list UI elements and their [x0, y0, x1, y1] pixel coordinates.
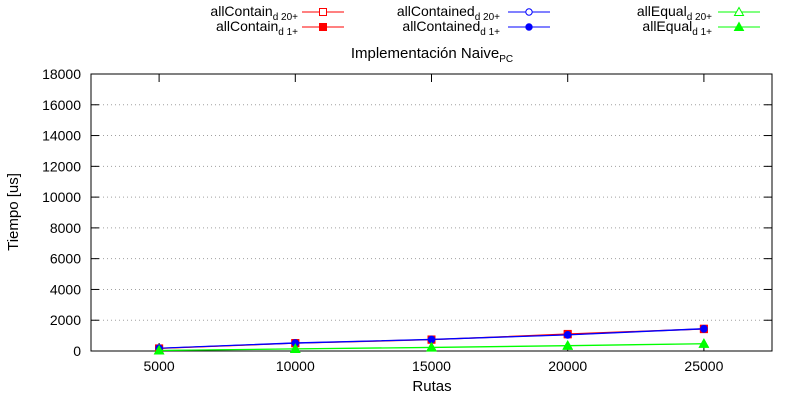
- data-point: [733, 21, 745, 31]
- y-tick-label: 18000: [42, 66, 81, 82]
- legend-label-subscript: d 1+: [278, 27, 298, 38]
- chart-title: Implementación NaivePC: [351, 45, 513, 65]
- data-point: [289, 343, 301, 353]
- y-tick-label: 2000: [50, 312, 81, 328]
- y-axis-label: Tiempo [us]: [5, 173, 22, 251]
- x-tick-label: 20000: [548, 358, 587, 374]
- legend-label-subscript: d 20+: [273, 12, 298, 23]
- legend-label-subscript: d 20+: [475, 12, 500, 23]
- data-point: [426, 341, 437, 352]
- legend-label: allContaind 20+: [210, 3, 298, 23]
- y-axis: 0 2000 4000 6000 8000 10000 12000 14000 16000 180…: [42, 66, 772, 359]
- legend-label: allContainedd 1+: [402, 18, 500, 38]
- legend-label-name: allEqual: [642, 18, 692, 34]
- legend-label: allEquald 20+: [637, 3, 712, 23]
- chart-title-text: Implementación Naive: [351, 45, 499, 62]
- legend-label: allContainedd 20+: [397, 3, 500, 23]
- x-axis: 5000 10000 15000 20000 25000: [144, 74, 724, 374]
- legend-label: allContaind 1+: [216, 18, 298, 38]
- grid: [91, 104, 772, 321]
- data-point: [525, 23, 533, 31]
- legend-label-name: allContained: [397, 3, 475, 19]
- data-point: [319, 23, 327, 31]
- y-tick-label: 16000: [42, 97, 81, 113]
- x-tick-label: 25000: [684, 358, 723, 374]
- legend-entry: allContainedd 1+: [402, 18, 550, 38]
- data-point: [564, 330, 572, 339]
- y-tick-label: 8000: [50, 220, 81, 236]
- y-tick-label: 12000: [42, 158, 81, 174]
- legend-label-name: allContain: [216, 18, 278, 34]
- data-point: [698, 338, 710, 348]
- legend-label: allEquald 1+: [642, 18, 712, 38]
- legend-label-subscript: d 1+: [692, 27, 712, 38]
- y-tick-label: 14000: [42, 128, 81, 144]
- data-point: [319, 8, 327, 16]
- x-tick-label: 15000: [412, 358, 451, 374]
- legend-entry: allContaind 1+: [216, 18, 344, 38]
- data-point: [525, 8, 533, 16]
- legend-entry: allContaind 20+: [210, 3, 344, 23]
- legend-label-subscript: d 20+: [687, 12, 712, 23]
- y-tick-label: 6000: [50, 251, 81, 267]
- legend-entry: allContainedd 20+: [397, 3, 550, 23]
- data-point: [733, 6, 745, 16]
- x-tick-label: 10000: [276, 358, 315, 374]
- x-tick-label: 5000: [144, 358, 175, 374]
- y-tick-label: 10000: [42, 189, 81, 205]
- series-group: [153, 324, 710, 355]
- legend-label-name: allEqual: [637, 3, 687, 19]
- data-point: [153, 344, 165, 355]
- x-axis-label: Rutas: [412, 378, 451, 395]
- y-tick-label: 0: [73, 343, 81, 359]
- series-6: [153, 338, 710, 355]
- y-tick-label: 4000: [50, 281, 81, 297]
- legend: allContaind 20+allContaind 1+allContaine…: [210, 3, 760, 38]
- legend-entry: allEquald 20+: [637, 3, 760, 23]
- data-point: [427, 335, 436, 344]
- data-point: [562, 339, 574, 350]
- chart-title-subscript: PC: [499, 54, 513, 65]
- plot-frame: [90, 73, 773, 352]
- legend-label-name: allContained: [402, 18, 480, 34]
- data-point: [700, 324, 708, 333]
- series-4: [155, 324, 708, 352]
- legend-label-subscript: d 1+: [480, 27, 500, 38]
- legend-entry: allEquald 1+: [642, 18, 760, 38]
- legend-label-name: allContain: [210, 3, 272, 19]
